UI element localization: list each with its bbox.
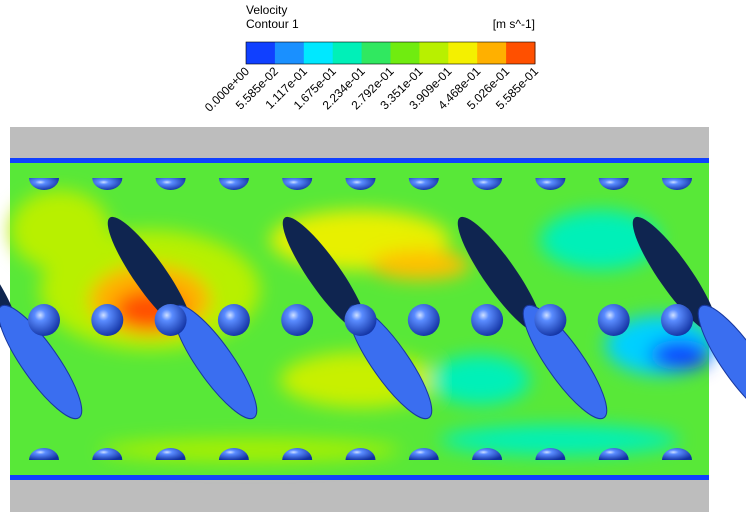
- color-bin: [419, 42, 449, 64]
- color-bin: [448, 42, 478, 64]
- sphere: [597, 304, 630, 336]
- half-sphere: [282, 178, 313, 190]
- sphere: [217, 304, 250, 336]
- half-sphere: [662, 178, 692, 190]
- color-bin: [477, 42, 507, 64]
- color-bin: [361, 42, 391, 64]
- color-bin: [274, 42, 305, 64]
- half-sphere: [155, 448, 186, 460]
- legend-unit: [m s^-1]: [493, 17, 535, 31]
- half-sphere: [218, 178, 249, 190]
- color-bin: [303, 42, 334, 64]
- half-sphere: [535, 448, 566, 460]
- blade: [457, 216, 543, 334]
- blade: [282, 216, 368, 334]
- half-sphere: [345, 178, 376, 190]
- half-sphere: [345, 448, 376, 460]
- blade: [632, 216, 718, 334]
- half-sphere: [155, 178, 186, 190]
- simulation-view: [0, 127, 746, 512]
- half-sphere: [29, 448, 59, 460]
- sphere: [281, 304, 314, 336]
- legend-subtitle: Contour 1: [246, 17, 299, 31]
- blade: [0, 304, 83, 420]
- blade: [697, 304, 746, 420]
- half-sphere: [92, 448, 123, 460]
- color-bin: [246, 42, 276, 64]
- blade: [347, 304, 433, 420]
- color-bin: [332, 42, 363, 64]
- sphere: [28, 304, 60, 336]
- half-sphere: [662, 448, 692, 460]
- half-sphere: [29, 178, 59, 190]
- half-sphere: [218, 448, 249, 460]
- colorbar: 0.000e+005.585e-021.117e-011.675e-012.23…: [202, 41, 541, 114]
- sphere: [344, 304, 377, 336]
- half-sphere: [92, 178, 123, 190]
- half-sphere: [598, 448, 629, 460]
- color-bin: [390, 42, 420, 64]
- half-sphere: [408, 448, 439, 460]
- half-sphere: [408, 178, 439, 190]
- sphere: [661, 304, 693, 336]
- colorbar-frame: [245, 41, 536, 65]
- sphere: [534, 304, 567, 336]
- legend-title: Velocity: [246, 3, 287, 17]
- wall: [10, 127, 709, 158]
- half-sphere: [472, 448, 503, 460]
- sphere: [407, 304, 440, 336]
- spheres: [28, 178, 693, 460]
- half-sphere: [535, 178, 566, 190]
- half-sphere: [472, 178, 503, 190]
- sphere: [154, 304, 187, 336]
- half-sphere: [598, 178, 629, 190]
- sphere: [471, 304, 504, 336]
- sphere: [91, 304, 124, 336]
- wall: [10, 480, 709, 512]
- half-sphere: [282, 448, 313, 460]
- color-bin: [506, 42, 536, 64]
